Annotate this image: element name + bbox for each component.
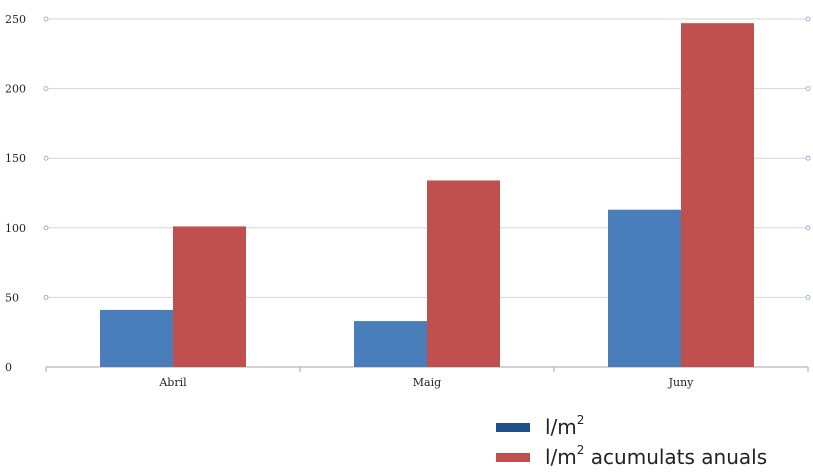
legend-item-l-m2: l/m2 xyxy=(496,412,767,442)
legend-label-l-m2-acumulats-anuals: l/m2 acumulats anuals xyxy=(545,443,768,469)
y-tick-label: 250 xyxy=(5,13,26,26)
x-tick-label: Abril xyxy=(158,376,187,389)
bar xyxy=(173,226,246,367)
y-tick-label: 200 xyxy=(5,83,26,96)
grid-marker-left xyxy=(43,294,49,300)
bar xyxy=(681,23,754,368)
bar xyxy=(608,209,681,367)
grid-marker-right xyxy=(805,294,811,300)
bar-chart: 0 50 100 150 200 250 Abril Maig Juny xyxy=(5,13,811,389)
y-tick-label: 100 xyxy=(5,222,26,235)
grid-marker-right xyxy=(805,155,811,161)
legend-label-l-m2: l/m2 xyxy=(545,413,585,439)
legend-item-l-m2-acumulats-anuals: l/m2 acumulats anuals xyxy=(496,442,767,472)
bar xyxy=(427,180,500,367)
chart-legend: l/m2 l/m2 acumulats anuals xyxy=(496,412,767,472)
x-tick-label: Maig xyxy=(413,376,441,389)
grid-marker-right xyxy=(805,16,811,22)
y-tick-label: 50 xyxy=(5,291,19,304)
grid-marker-left xyxy=(43,16,49,22)
legend-swatch-l-m2-acumulats-anuals xyxy=(496,452,530,462)
grid-marker-left xyxy=(43,225,49,231)
bar xyxy=(354,321,427,367)
y-tick-label: 0 xyxy=(5,361,12,374)
bar xyxy=(100,309,173,367)
grid-marker-right xyxy=(805,86,811,91)
grid-marker-left xyxy=(43,155,49,161)
grid-marker-left xyxy=(43,86,49,91)
legend-swatch-l-m2 xyxy=(496,422,530,432)
x-tick-label: Juny xyxy=(668,376,695,389)
y-tick-label: 150 xyxy=(5,152,26,165)
grid-marker-right xyxy=(805,225,811,231)
